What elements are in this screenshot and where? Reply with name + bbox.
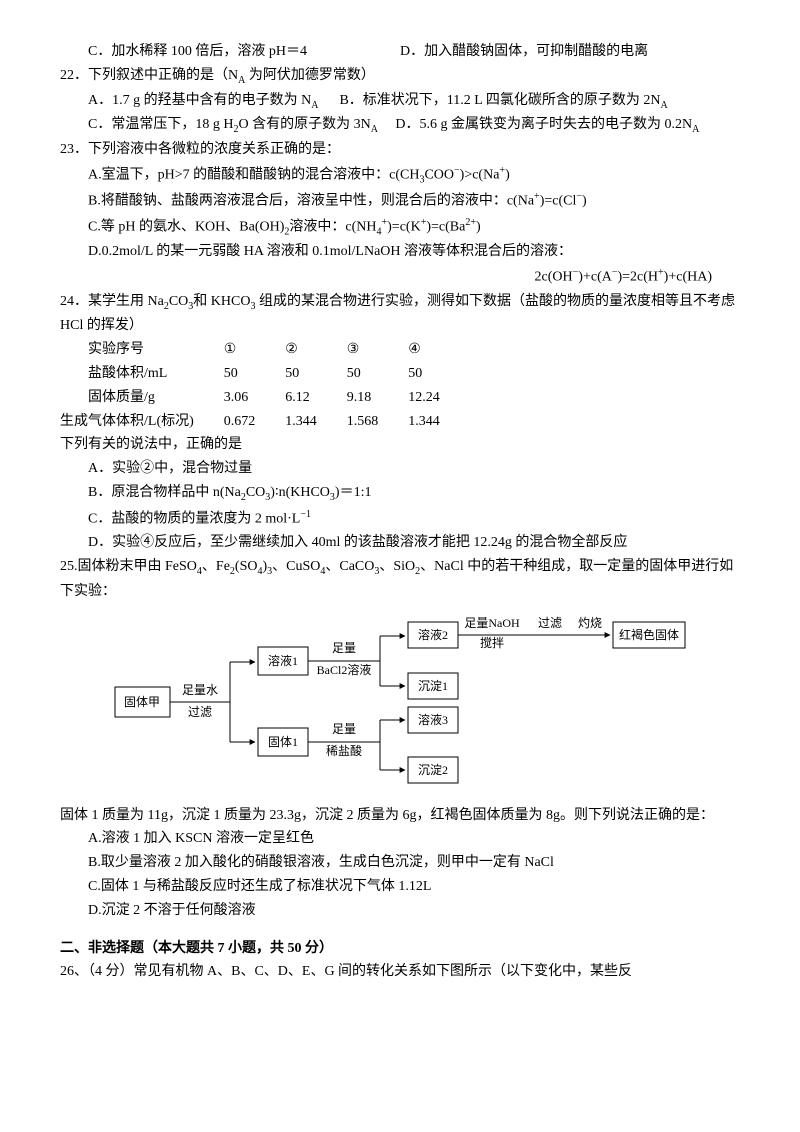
svg-text:红褐色固体: 红褐色固体 xyxy=(619,627,679,642)
svg-text:BaCl2溶液: BaCl2溶液 xyxy=(317,662,372,677)
q23-d: D.0.2mol/L 的某一元弱酸 HA 溶液和 0.1mol/LNaOH 溶液… xyxy=(60,240,740,264)
q25-d: D.沉淀 2 不溶于任何酸溶液 xyxy=(60,899,740,923)
q25-b: B.取少量溶液 2 加入酸化的硝酸银溶液，生成白色沉淀，则甲中一定有 NaCl xyxy=(60,851,740,875)
q23-stem: 23．下列溶液中各微粒的浓度关系正确的是： xyxy=(60,138,740,162)
svg-text:灼烧: 灼烧 xyxy=(578,615,602,630)
q23-a: A.室温下，pH>7 的醋酸和醋酸钠的混合溶液中：c(CH3COO−)>c(Na… xyxy=(60,162,740,188)
svg-text:溶液1: 溶液1 xyxy=(268,653,298,668)
svg-text:足量水: 足量水 xyxy=(182,683,218,697)
q23-c: C.等 pH 的氨水、KOH、Ba(OH)2溶液中：c(NH4+)=c(K+)=… xyxy=(60,214,740,240)
svg-text:过滤: 过滤 xyxy=(538,616,562,630)
q24-d: D．实验④反应后，至少需继续加入 40ml 的该盐酸溶液才能把 12.24g 的… xyxy=(60,531,740,555)
svg-text:稀盐酸: 稀盐酸 xyxy=(326,743,362,758)
q25-c: C.固体 1 与稀盐酸反应时还生成了标准状况下气体 1.12L xyxy=(60,875,740,899)
q23-b: B.将醋酸钠、盐酸两溶液混合后，溶液呈中性，则混合后的溶液中：c(Na+)=c(… xyxy=(60,188,740,213)
svg-text:足量: 足量 xyxy=(332,641,356,655)
table-row: 生成气体体积/L(标况)0.6721.3441.5681.344 xyxy=(88,410,470,434)
q24-line: 下列有关的说法中，正确的是 xyxy=(60,433,740,457)
q25-flowchart: 固体甲 足量水 过滤 溶液1 固体1 足量 BaCl2溶液 溶液2 沉淀1 足量… xyxy=(60,612,740,792)
q21-option-d: D．加入醋酸钠固体，可抑制醋酸的电离 xyxy=(400,40,740,64)
svg-text:沉淀1: 沉淀1 xyxy=(418,679,448,693)
q25-stem: 25.固体粉末甲由 FeSO4、Fe2(SO4)3、CuSO4、CaCO3、Si… xyxy=(60,555,740,604)
q21-options: C．加水稀释 100 倍后，溶液 pH＝4 D．加入醋酸钠固体，可抑制醋酸的电离 xyxy=(60,40,740,64)
q26-stem: 26、（4 分）常见有机物 A、B、C、D、E、G 间的转化关系如下图所示（以下… xyxy=(60,960,740,984)
q24-a: A．实验②中，混合物过量 xyxy=(60,457,740,481)
q25-line: 固体 1 质量为 11g，沉淀 1 质量为 23.3g，沉淀 2 质量为 6g，… xyxy=(60,804,740,828)
svg-text:固体1: 固体1 xyxy=(268,735,298,749)
section-2-title: 二、非选择题（本大题共 7 小题，共 50 分） xyxy=(60,937,740,961)
q21-option-c: C．加水稀释 100 倍后，溶液 pH＝4 xyxy=(60,40,400,64)
svg-text:沉淀2: 沉淀2 xyxy=(418,763,448,777)
table-row: 固体质量/g3.066.129.1812.24 xyxy=(88,386,470,410)
svg-text:足量: 足量 xyxy=(332,722,356,736)
table-row: 盐酸体积/mL50505050 xyxy=(88,362,470,386)
q22-cd: C．常温常压下，18 g H2O 含有的原子数为 3NA D．5.6 g 金属铁… xyxy=(60,113,740,138)
q22-stem: 22．下列叙述中正确的是（NA 为阿伏加德罗常数） xyxy=(60,64,740,89)
svg-text:溶液2: 溶液2 xyxy=(418,627,448,642)
q24-table: 实验序号①②③④ 盐酸体积/mL50505050 固体质量/g3.066.129… xyxy=(88,338,470,433)
q22-ab: A．1.7 g 的羟基中含有的电子数为 NA B．标准状况下，11.2 L 四氯… xyxy=(60,89,740,114)
q24-b: B．原混合物样品中 n(Na2CO3)∶n(KHCO3)＝1:1 xyxy=(60,481,740,506)
svg-text:溶液3: 溶液3 xyxy=(418,712,448,727)
svg-text:搅拌: 搅拌 xyxy=(480,635,504,650)
svg-text:足量NaOH: 足量NaOH xyxy=(464,616,520,630)
q24-stem: 24．某学生用 Na2CO3和 KHCO3 组成的某混合物进行实验，测得如下数据… xyxy=(60,290,740,339)
q23-eq: 2c(OH−)+c(A−)=2c(H+)+c(HA) xyxy=(60,264,740,289)
table-row: 实验序号①②③④ xyxy=(88,338,470,362)
q24-c: C．盐酸的物质的量浓度为 2 mol·L−1 xyxy=(60,506,740,531)
svg-text:过滤: 过滤 xyxy=(188,705,212,719)
q25-a: A.溶液 1 加入 KSCN 溶液一定呈红色 xyxy=(60,827,740,851)
svg-text:固体甲: 固体甲 xyxy=(124,695,160,709)
flow-svg: 固体甲 足量水 过滤 溶液1 固体1 足量 BaCl2溶液 溶液2 沉淀1 足量… xyxy=(110,612,690,792)
